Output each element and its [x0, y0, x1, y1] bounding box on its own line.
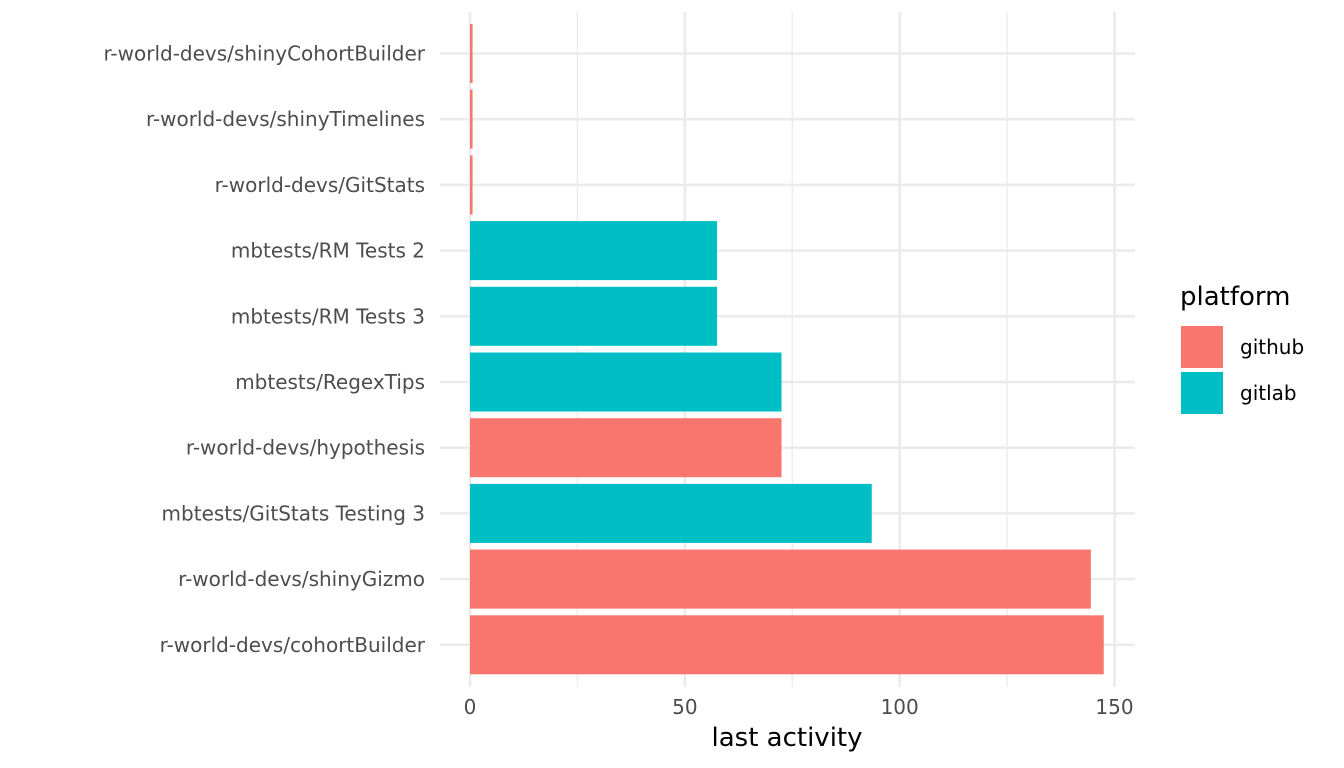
y-tick-label: r-world-devs/shinyCohortBuilder	[103, 42, 425, 66]
legend-title: platform	[1180, 282, 1290, 312]
y-tick-label: r-world-devs/cohortBuilder	[160, 633, 426, 657]
x-tick-label: 150	[1095, 695, 1133, 719]
y-tick-label: mbtests/RM Tests 2	[231, 239, 425, 263]
bar	[470, 286, 718, 346]
x-tick-labels: 0 50 100 150	[464, 695, 1134, 719]
legend-label-gitlab: gitlab	[1240, 381, 1297, 405]
legend: platform github gitlab	[1180, 282, 1304, 414]
bar	[470, 155, 473, 215]
x-tick-label: 50	[672, 695, 697, 719]
y-tick-label: r-world-devs/hypothesis	[186, 436, 425, 460]
y-tick-label: mbtests/RegexTips	[235, 370, 425, 394]
y-tick-labels: r-world-devs/shinyCohortBuilder r-world-d…	[103, 42, 425, 657]
x-axis-title: last activity	[712, 723, 863, 753]
bar	[470, 24, 473, 83]
bar	[470, 89, 473, 149]
legend-key-gitlab	[1181, 372, 1223, 414]
x-tick-label: 0	[464, 695, 477, 719]
y-tick-label: r-world-devs/GitStats	[215, 173, 425, 197]
y-tick-label: mbtests/GitStats Testing 3	[162, 501, 425, 525]
bar	[470, 352, 782, 412]
bars	[470, 24, 1104, 675]
y-tick-label: r-world-devs/shinyTimelines	[146, 107, 425, 131]
bar	[470, 483, 872, 543]
y-tick-label: r-world-devs/shinyGizmo	[178, 567, 425, 591]
bar	[470, 615, 1104, 675]
x-tick-label: 100	[881, 695, 919, 719]
y-tick-label: mbtests/RM Tests 3	[231, 304, 425, 328]
bar	[470, 221, 718, 281]
legend-items: github gitlab	[1181, 326, 1304, 414]
legend-key-github	[1181, 326, 1223, 368]
bar	[470, 549, 1091, 609]
legend-label-github: github	[1240, 335, 1304, 359]
bar	[470, 418, 782, 478]
